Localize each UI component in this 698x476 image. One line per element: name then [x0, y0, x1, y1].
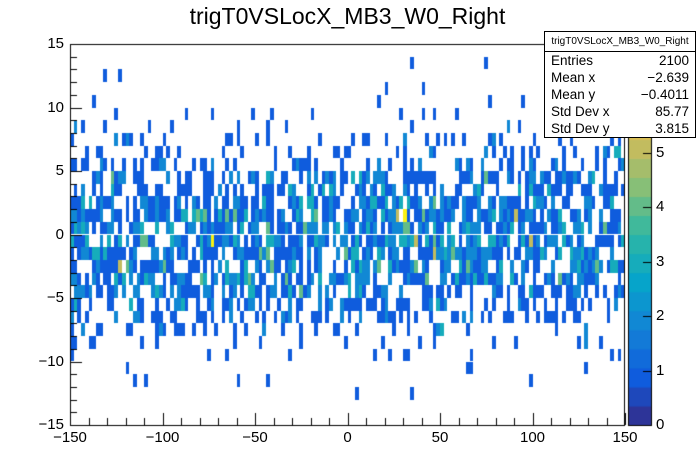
stat-label: Mean y — [551, 86, 596, 102]
y-tick-label: 0 — [55, 225, 64, 243]
palette-tick-label: 5 — [656, 143, 665, 161]
stat-value: 2100 — [658, 52, 689, 68]
stats-box-title: trigT0VSLocX_MB3_W0_Right — [545, 32, 695, 52]
x-tick-label: 150 — [612, 429, 638, 446]
palette-tick-label: 4 — [656, 198, 665, 216]
plot-title: trigT0VSLocX_MB3_W0_Right — [189, 3, 506, 29]
stats-row-stddev-y: Std Dev y 3.815 — [545, 121, 695, 137]
y-tick-label: −5 — [46, 289, 64, 306]
x-tick-label: −100 — [145, 429, 180, 446]
stat-value: 3.815 — [655, 120, 689, 136]
stat-label: Entries — [551, 52, 594, 68]
y-tick-label: 15 — [47, 35, 64, 52]
stats-row-mean-y: Mean y −0.4011 — [545, 87, 695, 103]
stat-value: −0.4011 — [640, 86, 689, 102]
stat-value: −2.639 — [647, 69, 689, 85]
x-tick-label: −150 — [53, 429, 87, 446]
palette-tick-label: 0 — [656, 416, 665, 433]
y-tick-label: 5 — [55, 162, 64, 179]
x-tick-label: −50 — [242, 429, 268, 446]
stats-box-rows: Entries 2100 Mean x −2.639 Mean y −0.401… — [545, 52, 695, 137]
y-tick-label: −10 — [38, 352, 64, 370]
stat-label: Std Dev x — [551, 103, 610, 119]
stats-row-stddev-x: Std Dev x 85.77 — [545, 104, 695, 120]
stats-box: trigT0VSLocX_MB3_W0_Right Entries 2100 M… — [544, 31, 696, 138]
stats-row-entries: Entries 2100 — [545, 53, 695, 69]
stat-label: Std Dev y — [551, 120, 610, 136]
stats-row-mean-x: Mean x −2.639 — [545, 70, 695, 86]
stat-label: Mean x — [551, 69, 596, 85]
y-tick-label: −15 — [38, 416, 64, 433]
y-tick-label: 10 — [47, 98, 64, 116]
stat-value: 85.77 — [655, 103, 689, 119]
x-tick-label: 100 — [519, 429, 546, 446]
x-tick-label: 50 — [431, 429, 449, 446]
palette-tick-label: 3 — [656, 252, 665, 270]
x-tick-label: 0 — [343, 429, 352, 446]
palette-tick-label: 2 — [656, 307, 665, 325]
palette-tick-label: 1 — [656, 361, 665, 379]
